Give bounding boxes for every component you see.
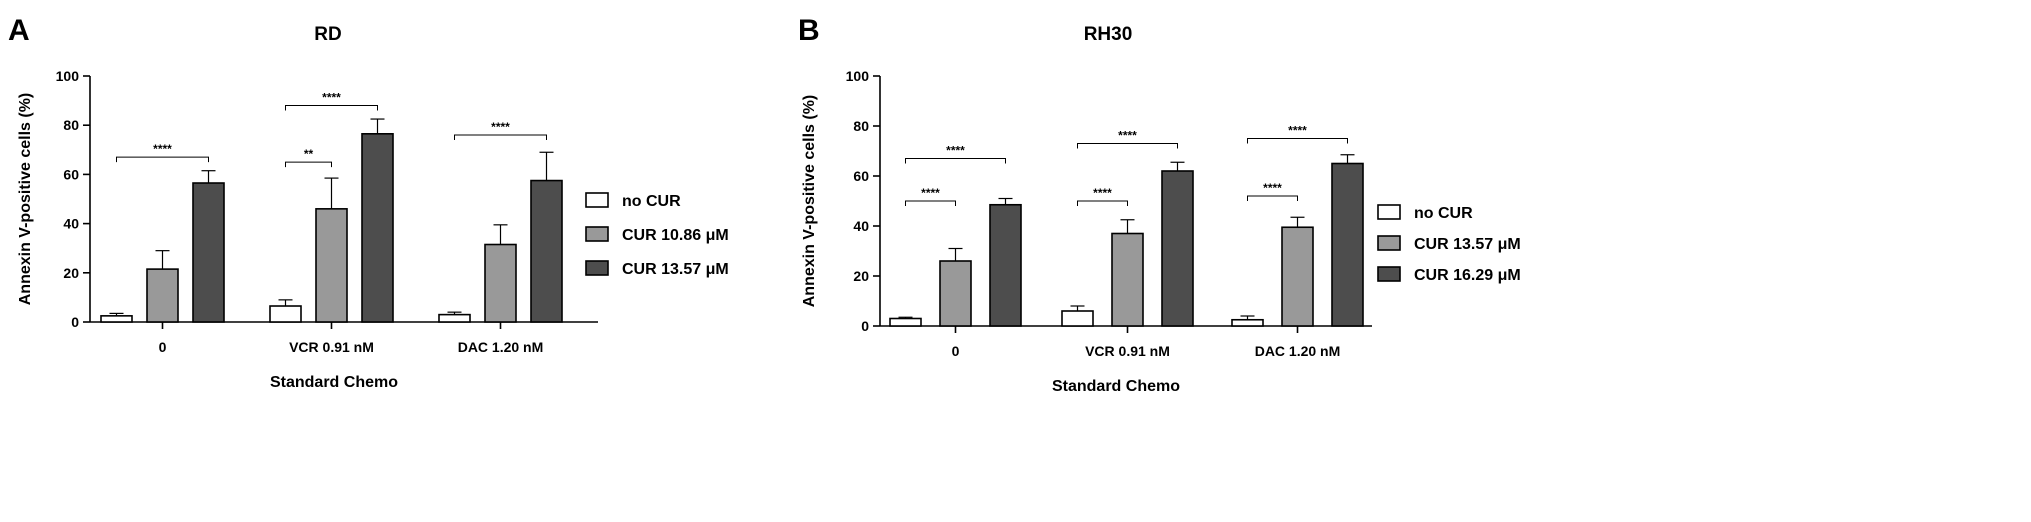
legend-swatch — [585, 192, 609, 208]
significance-bracket — [454, 134, 547, 141]
legend-label: CUR 10.86 μM — [622, 227, 729, 244]
significance-label: ** — [304, 147, 314, 161]
bar — [315, 208, 348, 323]
bar — [1111, 232, 1144, 327]
legend-label: CUR 16.29 μM — [1414, 267, 1521, 284]
bar — [989, 203, 1022, 327]
bar — [1061, 310, 1094, 327]
significance-label: **** — [1263, 181, 1282, 195]
bar — [530, 179, 563, 323]
bar — [100, 315, 133, 323]
bar — [1331, 162, 1364, 327]
y-tick-label: 0 — [71, 314, 79, 330]
bar — [939, 260, 972, 327]
chart-title: RD — [314, 24, 341, 45]
legend: no CUR CUR 10.86 μM CUR 13.57 μM — [585, 192, 729, 278]
significance-bracket — [905, 200, 956, 206]
significance-label: **** — [1118, 129, 1137, 143]
bar — [438, 313, 471, 323]
chart-panel-a: A RD 0 20 40 60 80 100 Annexin V-positive cells … — [8, 14, 729, 391]
significance-label: **** — [491, 120, 510, 134]
bar — [1281, 226, 1314, 327]
significance-label: **** — [921, 186, 940, 200]
x-tick-label: 0 — [952, 343, 960, 359]
x-tick-label: VCR 0.91 nM — [289, 339, 374, 355]
x-tick-label: VCR 0.91 nM — [1085, 343, 1170, 359]
legend-swatch — [1377, 235, 1401, 251]
y-axis-title: Annexin V-positive cells (%) — [801, 95, 818, 308]
significance-label: **** — [322, 91, 341, 105]
significance-bracket — [1077, 143, 1178, 149]
y-tick-label: 60 — [63, 166, 79, 182]
x-tick-label: DAC 1.20 nM — [1255, 343, 1341, 359]
panel-letter: B — [798, 14, 820, 47]
chart-title: RH30 — [1084, 24, 1133, 45]
y-tick-label: 80 — [63, 117, 79, 133]
y-tick-label: 80 — [853, 118, 869, 134]
legend-swatch — [1377, 204, 1401, 220]
legend-swatch — [585, 226, 609, 242]
x-axis-title: Standard Chemo — [1052, 378, 1180, 395]
legend-label: CUR 13.57 μM — [1414, 236, 1521, 253]
legend-swatch — [1377, 266, 1401, 282]
bar — [269, 305, 302, 323]
significance-bracket — [1077, 200, 1128, 206]
x-axis-title: Standard Chemo — [270, 374, 398, 391]
significance-bracket — [1247, 195, 1298, 201]
x-tick-label: 0 — [159, 339, 167, 355]
y-tick-label: 40 — [853, 218, 869, 234]
y-tick-label: 0 — [861, 318, 869, 334]
significance-label: **** — [1288, 124, 1307, 138]
x-tick-label: DAC 1.20 nM — [458, 339, 544, 355]
significance-bracket — [116, 156, 209, 163]
significance-bracket — [1247, 138, 1348, 144]
significance-bracket — [285, 161, 332, 168]
y-tick-label: 20 — [853, 268, 869, 284]
chart-panel-b: B RH30 0 20 40 60 80 100 Annexin V-positive cell… — [798, 14, 1521, 395]
legend-label: no CUR — [1414, 205, 1473, 222]
bar — [1161, 170, 1194, 327]
y-tick-label: 20 — [63, 265, 79, 281]
significance-label: **** — [1093, 186, 1112, 200]
significance-bracket — [905, 158, 1006, 164]
legend-label: no CUR — [622, 193, 681, 210]
y-tick-label: 40 — [63, 216, 79, 232]
y-axis-title: Annexin V-positive cells (%) — [17, 93, 34, 306]
bar — [361, 133, 394, 323]
y-tick-label: 100 — [846, 68, 870, 84]
significance-label: **** — [153, 142, 172, 156]
significance-label: **** — [946, 144, 965, 158]
legend: no CUR CUR 13.57 μM CUR 16.29 μM — [1377, 204, 1521, 284]
figure-canvas: A RD 0 20 40 60 80 100 Annexin V-positive cells … — [8, 14, 1521, 395]
bar — [889, 317, 922, 327]
legend-label: CUR 13.57 μM — [622, 261, 729, 278]
bar — [192, 182, 225, 323]
panel-letter: A — [8, 14, 30, 47]
bar — [1231, 318, 1264, 327]
bar — [146, 268, 179, 323]
y-tick-label: 60 — [853, 168, 869, 184]
significance-bracket — [285, 105, 378, 111]
legend-swatch — [585, 260, 609, 276]
bar — [484, 243, 517, 323]
y-tick-label: 100 — [56, 68, 80, 84]
